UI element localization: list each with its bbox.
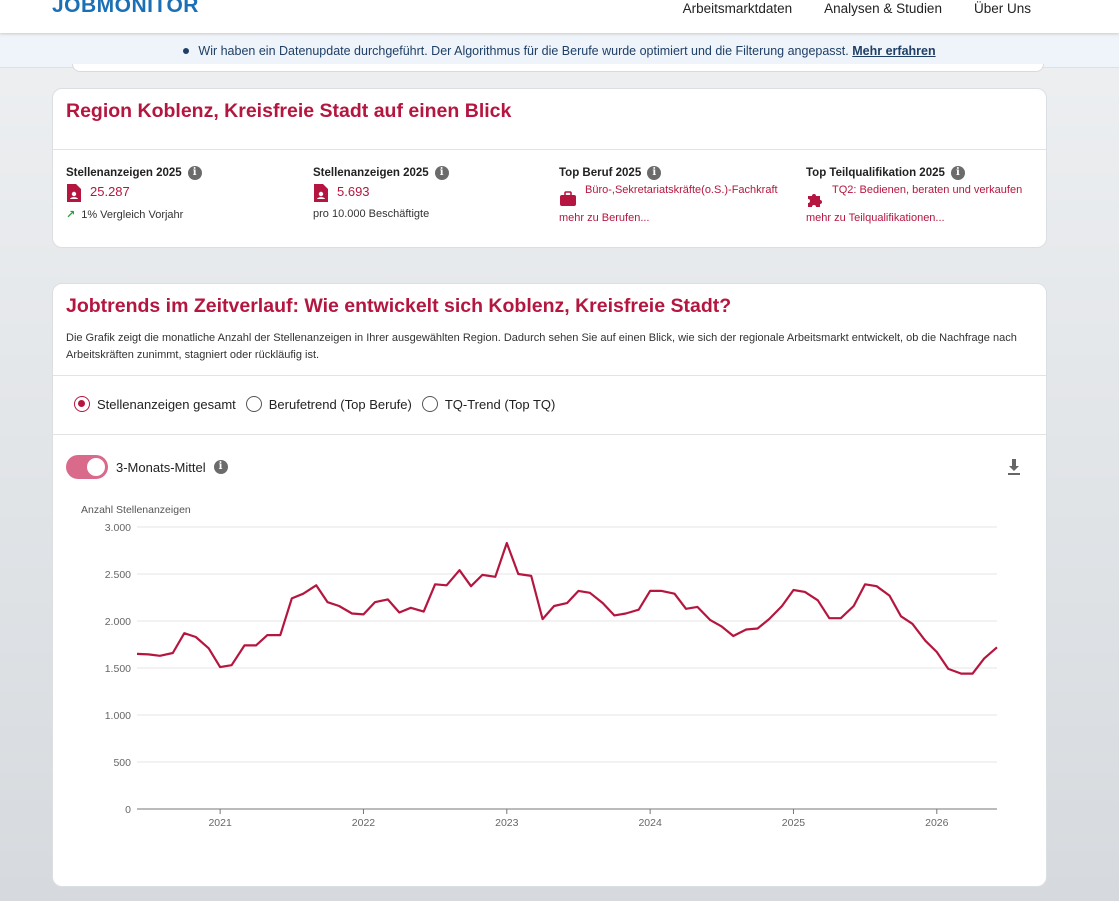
y-tick-label: 3.000 xyxy=(105,522,131,534)
kpi-foot: pro 10.000 Beschäftigte xyxy=(313,208,430,220)
y-tick-label: 1.000 xyxy=(105,710,131,722)
kpi-value: Büro-,Sekretariatskräfte(o.S.)-Fachkraft xyxy=(585,184,778,196)
jobtrends-title: Jobtrends im Zeitverlauf: Wie entwickelt… xyxy=(66,295,732,317)
moving-average-toggle[interactable] xyxy=(66,455,108,479)
radio-label: Stellenanzeigen gesamt xyxy=(97,396,236,412)
kpi-label: Top Beruf 2025 xyxy=(559,167,642,179)
x-tick-label: 2023 xyxy=(495,817,519,829)
jobmonitor-logo[interactable]: JOBMONITOR xyxy=(52,0,199,17)
kpi-stellenanzeigen-pro-beschaeftigte: Stellenanzeigen 2025 i 5.693 pro 10.000 B… xyxy=(313,166,553,220)
job-postings-series-line xyxy=(136,541,998,675)
more-professions-link[interactable]: mehr zu Berufen... xyxy=(559,212,650,224)
kpi-label: Top Teilqualifikation 2025 xyxy=(806,167,945,179)
banner-more-link[interactable]: Mehr erfahren xyxy=(852,44,936,58)
kpi-top-beruf: Top Beruf 2025 i Büro-,Sekretariatskräfte… xyxy=(559,166,799,224)
job-postings-line-chart: Anzahl Stellenanzeigen 0 500 1.000 1.500 2.00… xyxy=(81,504,998,829)
banner-text: Wir haben ein Datenupdate durchgeführt. … xyxy=(198,44,849,58)
divider xyxy=(53,375,1046,376)
radio-label: TQ-Trend (Top TQ) xyxy=(444,396,556,412)
briefcase-icon xyxy=(560,191,576,206)
info-icon[interactable]: i xyxy=(187,166,202,180)
kpi-top-teilqualifikation: Top Teilqualifikation 2025 i TQ2: Bediene… xyxy=(806,166,1046,224)
radio-selected-icon[interactable] xyxy=(74,396,90,412)
document-icon xyxy=(314,184,328,202)
x-tick-label: 2021 xyxy=(208,817,232,829)
update-banner: Wir haben ein Datenupdate durchgeführt. … xyxy=(0,35,1119,68)
toggle-label: 3-Monats-Mittel xyxy=(116,459,206,475)
radio-unselected-icon[interactable] xyxy=(245,396,262,412)
nav-ueber-uns[interactable]: Über Uns xyxy=(973,1,1031,16)
main-nav: Arbeitsmarktdaten Analysen & Studien Übe… xyxy=(683,1,1031,16)
kpi-value: TQ2: Bedienen, beraten und verkaufen xyxy=(832,184,1023,196)
radio-tq-trend[interactable]: TQ-Trend (Top TQ) xyxy=(421,396,556,412)
y-tick-label: 500 xyxy=(113,757,131,769)
x-tick-label: 2022 xyxy=(352,817,376,829)
download-icon[interactable] xyxy=(1006,458,1022,476)
moving-average-control: 3-Monats-Mittel i xyxy=(66,455,228,479)
trend-up-icon: ↗ xyxy=(66,209,76,221)
y-tick-label: 2.000 xyxy=(105,616,131,628)
jobtrends-card: Jobtrends im Zeitverlauf: Wie entwickelt… xyxy=(52,283,1047,887)
divider xyxy=(53,434,1046,435)
info-icon[interactable]: i xyxy=(647,166,662,180)
y-tick-label: 0 xyxy=(125,804,131,816)
more-qualifications-link[interactable]: mehr zu Teilqualifikationen... xyxy=(806,212,945,224)
kpi-stellenanzeigen: Stellenanzeigen 2025 i 25.287 ↗ 1% Verglei… xyxy=(66,166,306,221)
divider xyxy=(53,149,1046,150)
y-tick-label: 2.500 xyxy=(105,569,131,581)
nav-arbeitsmarktdaten[interactable]: Arbeitsmarktdaten xyxy=(682,1,793,16)
kpi-value: 5.693 xyxy=(337,184,370,199)
radio-berufetrend[interactable]: Berufetrend (Top Berufe) xyxy=(245,396,412,412)
radio-label: Berufetrend (Top Berufe) xyxy=(268,396,412,412)
region-overview-card: Region Koblenz, Kreisfreie Stadt auf ein… xyxy=(52,88,1047,248)
kpi-foot: 1% Vergleich Vorjahr xyxy=(81,208,184,221)
info-icon[interactable]: i xyxy=(213,460,228,474)
kpi-label: Stellenanzeigen 2025 xyxy=(66,167,182,179)
x-tick-label: 2025 xyxy=(782,817,806,829)
radio-unselected-icon[interactable] xyxy=(421,396,438,412)
kpi-label: Stellenanzeigen 2025 xyxy=(313,167,429,179)
trend-mode-radio-group: Stellenanzeigen gesamt Berufetrend (Top … xyxy=(74,396,557,412)
puzzle-icon xyxy=(808,194,822,207)
top-navigation-bar: JOBMONITOR Arbeitsmarktdaten Analysen & … xyxy=(0,0,1119,33)
y-tick-label: 1.500 xyxy=(105,663,131,675)
info-icon[interactable]: i xyxy=(950,166,965,180)
kpi-value: 25.287 xyxy=(90,184,130,199)
region-overview-title: Region Koblenz, Kreisfreie Stadt auf ein… xyxy=(66,100,512,122)
y-axis-label: Anzahl Stellenanzeigen xyxy=(81,504,191,516)
info-icon[interactable]: i xyxy=(434,166,449,180)
nav-analysen-studien[interactable]: Analysen & Studien xyxy=(824,1,942,16)
x-tick-label: 2024 xyxy=(638,817,662,829)
previous-card-edge xyxy=(72,64,1044,72)
bullet-icon xyxy=(183,47,190,54)
x-tick-label: 2026 xyxy=(925,817,949,829)
jobtrends-description: Die Grafik zeigt die monatliche Anzahl d… xyxy=(66,332,1017,361)
document-icon xyxy=(67,184,81,202)
radio-stellenanzeigen-gesamt[interactable]: Stellenanzeigen gesamt xyxy=(74,396,236,412)
